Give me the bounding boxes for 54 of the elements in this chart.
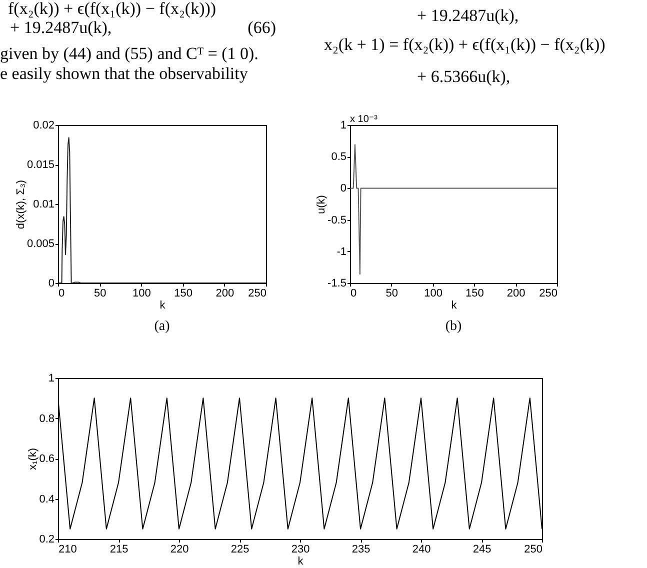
x-tick-label: 220 — [170, 544, 189, 556]
text: (b) — [445, 319, 462, 334]
y-tick-label: 0.4 — [39, 493, 54, 506]
y-tick-label: 0.2 — [39, 534, 54, 546]
x-tick-label: 200 — [506, 288, 526, 300]
y-tick-label: -0.5 — [328, 214, 346, 226]
y-tick-label: -1 — [336, 246, 346, 258]
text: f(x₂(k)) + ϵ(f(x₁(k)) − f(x₂(k))) — [8, 0, 216, 18]
y-tick-label: 0.02 — [33, 120, 54, 132]
x-tick-label: 50 — [386, 288, 398, 300]
x-tick-label: 250 — [248, 288, 266, 300]
y-axis-title: u(k) — [316, 195, 328, 214]
x-tick-label: 100 — [424, 288, 442, 300]
text: (66) — [248, 18, 276, 37]
x-axis-title: k — [298, 556, 304, 568]
x-tick-label: 150 — [466, 288, 484, 300]
text: (a) — [154, 319, 170, 334]
y-tick-label: 0.01 — [33, 198, 54, 210]
x-tick-label: 200 — [216, 288, 234, 300]
x-tick-label: 215 — [110, 544, 128, 556]
text: x 10⁻³ — [350, 114, 378, 125]
y-tick-label: 0.015 — [26, 159, 54, 171]
text: e easily shown that the observability — [0, 64, 248, 83]
x-tick-label: 245 — [472, 544, 492, 556]
x-tick-label: 240 — [412, 544, 431, 556]
y-tick-label: 0 — [48, 278, 54, 290]
x-axis-title: k — [451, 300, 458, 312]
x-tick-label: 210 — [58, 544, 77, 556]
x-tick-label: 250 — [524, 544, 542, 556]
y-tick-label: 0.5 — [331, 151, 346, 164]
y-tick-label: 1 — [48, 372, 54, 384]
text: + 6.5366u(k), — [417, 67, 510, 86]
y-tick-label: 0.005 — [26, 238, 54, 250]
x-tick-label: 250 — [539, 288, 558, 300]
text: + 19.2487u(k), — [417, 6, 519, 25]
y-tick-label: 1 — [340, 120, 346, 132]
x-tick-label: 225 — [230, 544, 250, 556]
text: x₂(k + 1) = f(x₂(k)) + ϵ(f(x₁(k)) − f(x₂(k)) — [324, 35, 606, 54]
y-axis-title: d(x(k), Σ₃) — [14, 180, 27, 230]
y-tick-label: -1.5 — [328, 278, 346, 290]
x-tick-label: 230 — [291, 544, 310, 556]
y-axis-title: x₁(k) — [27, 448, 40, 470]
text: given by (44) and (55) and Cᵀ = (1 0). — [0, 44, 258, 63]
x-tick-label: 50 — [94, 288, 106, 300]
y-tick-label: 0 — [340, 182, 346, 195]
x-tick-label: 0 — [350, 288, 357, 300]
y-tick-label: 0.8 — [39, 412, 54, 425]
x-tick-label: 100 — [132, 288, 151, 300]
text: + 19.2487u(k), — [10, 18, 112, 37]
x-tick-label: 0 — [58, 288, 65, 300]
x-tick-label: 150 — [174, 288, 192, 300]
y-tick-label: 0.6 — [39, 453, 54, 465]
x-axis-title: k — [160, 300, 166, 312]
x-tick-label: 235 — [352, 544, 370, 556]
